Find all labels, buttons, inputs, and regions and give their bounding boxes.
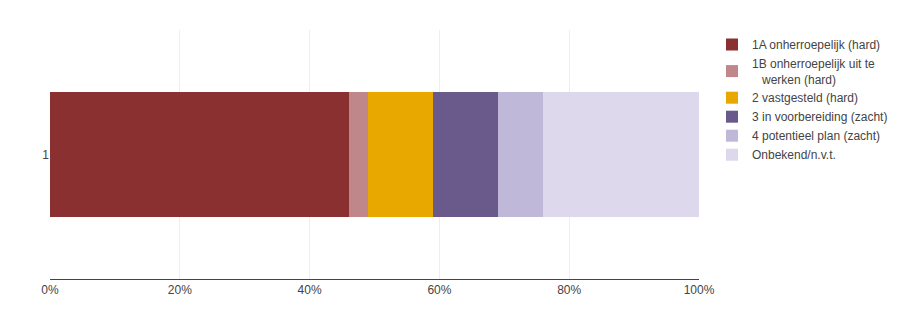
svg-text:1A onherroepelijk (hard): 1A onherroepelijk (hard) <box>752 38 880 52</box>
svg-text:3 in voorbereiding (zacht): 3 in voorbereiding (zacht) <box>752 110 887 124</box>
svg-text:40%: 40% <box>298 283 322 297</box>
svg-text:0%: 0% <box>41 283 59 297</box>
svg-text:80%: 80% <box>557 283 581 297</box>
svg-text:1: 1 <box>42 148 49 162</box>
svg-text:100%: 100% <box>684 283 715 297</box>
svg-text:2 vastgesteld (hard): 2 vastgesteld (hard) <box>752 91 858 105</box>
svg-text:Onbekend/n.v.t.: Onbekend/n.v.t. <box>752 148 836 162</box>
svg-text:4 potentieel plan (zacht): 4 potentieel plan (zacht) <box>752 129 880 143</box>
svg-text:60%: 60% <box>427 283 451 297</box>
svg-text:1B onherroepelijk uit te wer: 1B onherroepelijk uit te werken (hard) <box>752 57 875 87</box>
svg-text:20%: 20% <box>168 283 192 297</box>
